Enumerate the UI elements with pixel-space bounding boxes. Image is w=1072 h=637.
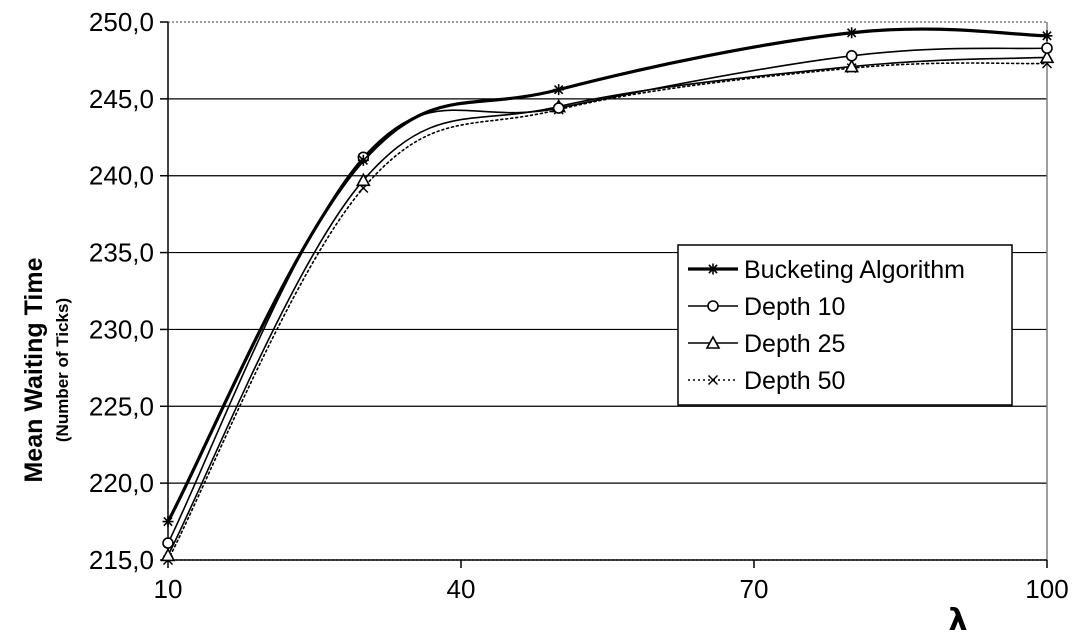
x-axis-label: λ <box>949 603 968 637</box>
data-point-1 <box>162 537 174 549</box>
legend-marker <box>707 300 719 312</box>
y-tick-label: 240,0 <box>89 161 154 191</box>
x-tick-label: 40 <box>447 574 476 604</box>
y-tick-label: 235,0 <box>89 238 154 268</box>
data-point-2 <box>355 172 371 187</box>
data-point-1 <box>845 50 858 62</box>
legend-box <box>677 244 1013 406</box>
series-lines <box>166 27 1049 561</box>
axes <box>160 21 1048 568</box>
legend-item: Depth 25 <box>688 330 845 358</box>
y-axis-label: Mean Waiting Time <box>20 257 48 482</box>
data-point-0 <box>357 154 369 166</box>
x-tick-label: 10 <box>154 574 183 604</box>
legend-marker <box>705 335 721 349</box>
data-point-1 <box>1041 42 1053 54</box>
tick-labels: 215,0 220,0 225,0 230,0 235,0 240,0 245,0 250,0… <box>89 7 1069 604</box>
legend-label: Bucketing Algorithm <box>744 256 965 284</box>
data-point-1 <box>552 102 565 114</box>
legend-item: Bucketing Algorithm <box>688 256 965 284</box>
data-point-2 <box>1039 49 1055 64</box>
legend-marker <box>707 263 719 275</box>
data-point-0 <box>1041 30 1053 42</box>
legend-label: Depth 10 <box>744 293 845 321</box>
legend-item: Depth 50 <box>688 367 845 395</box>
y-tick-label: 230,0 <box>89 314 154 344</box>
y-tick-label: 215,0 <box>89 545 154 575</box>
data-point-0 <box>162 516 174 528</box>
x-tick-label: 100 <box>1025 574 1068 604</box>
series-line-0 <box>166 27 1049 524</box>
y-tick-label: 245,0 <box>89 84 154 114</box>
legend-item: Depth 10 <box>688 293 845 321</box>
y-tick-label: 225,0 <box>89 391 154 421</box>
y-axis-sublabel: (Number of Ticks) <box>53 298 72 442</box>
legend-label: Depth 50 <box>744 367 845 395</box>
data-point-0 <box>553 84 565 96</box>
legend-label: Depth 25 <box>744 330 845 358</box>
y-tick-label: 250,0 <box>89 7 154 37</box>
legend-marker <box>707 374 719 386</box>
series-line-3 <box>167 62 1048 561</box>
legend: Bucketing Algorithm Depth 10 Depth 25 Depth… <box>677 244 1013 406</box>
data-point-0 <box>846 27 858 39</box>
data-point-2 <box>160 547 176 562</box>
data-point-2 <box>844 58 860 73</box>
series-line-1 <box>167 47 1048 544</box>
series-markers <box>160 27 1055 566</box>
x-tick-label: 70 <box>740 574 769 604</box>
y-tick-label: 220,0 <box>89 468 154 498</box>
